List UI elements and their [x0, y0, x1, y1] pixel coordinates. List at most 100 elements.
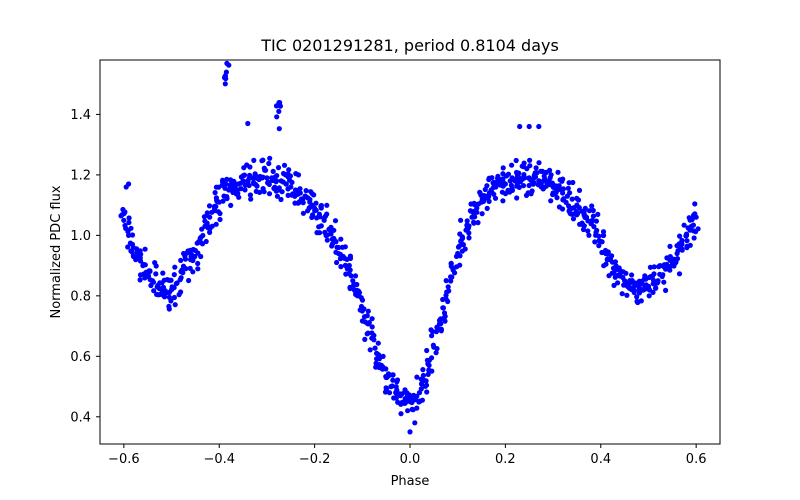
data-point-scatter [331, 227, 337, 233]
data-point-scatter [247, 192, 253, 198]
data-point-scatter [352, 273, 359, 279]
data-point-scatter [441, 315, 447, 321]
data-point [407, 429, 413, 435]
data-point-scatter [147, 268, 153, 274]
data-point-scatter [134, 250, 140, 256]
data-point-scatter [681, 222, 687, 228]
data-point-scatter [155, 282, 161, 288]
data-point-scatter [428, 327, 434, 333]
data-point [517, 123, 523, 130]
data-point-scatter [436, 321, 442, 327]
data-point-scatter [516, 184, 522, 190]
y-tick-label: 1.0 [70, 229, 91, 244]
data-point-scatter [443, 296, 449, 302]
data-point [126, 181, 132, 187]
data-point-scatter [266, 160, 272, 167]
data-point-scatter [601, 232, 607, 238]
data-point-scatter [555, 169, 561, 175]
data-point-scatter [224, 176, 230, 182]
data-point-scatter [559, 206, 566, 212]
data-point-scatter [667, 267, 673, 273]
data-point-scatter [220, 177, 226, 183]
data-point-scatter [286, 167, 292, 173]
data-point-scatter [663, 266, 669, 272]
data-point-scatter [310, 212, 316, 218]
data-point-scatter [586, 208, 593, 214]
data-point-scatter [376, 356, 382, 362]
data-point [207, 214, 213, 220]
data-point-scatter [429, 355, 435, 361]
data-point-scatter [509, 162, 515, 168]
data-point-scatter [690, 228, 697, 234]
data-point-scatter [420, 372, 426, 379]
data-point-scatter [260, 186, 266, 192]
data-point-scatter [676, 271, 683, 277]
data-point-scatter [283, 181, 289, 187]
data-point-scatter [600, 229, 607, 235]
data-point-scatter [204, 210, 210, 216]
data-point-scatter [631, 288, 637, 294]
data-point-scatter [548, 198, 554, 204]
data-point-scatter [390, 377, 396, 383]
data-point-scatter [364, 313, 370, 319]
data-point-scatter [491, 191, 497, 197]
data-point-scatter [266, 181, 272, 187]
y-tick-label: 1.2 [70, 168, 91, 183]
data-point-scatter [248, 196, 254, 202]
data-point-scatter [313, 200, 319, 206]
data-point-scatter [172, 264, 178, 270]
data-point-scatter [521, 172, 527, 178]
data-point-scatter [414, 393, 420, 399]
data-point [121, 217, 127, 223]
data-point-scatter [276, 126, 282, 132]
data-point-scatter [358, 295, 364, 301]
data-point-scatter [174, 280, 180, 286]
data-point-scatter [570, 216, 577, 222]
data-point-scatter [459, 248, 465, 254]
data-point-scatter [576, 205, 582, 211]
data-point-scatter [475, 220, 481, 226]
data-point-scatter [295, 172, 302, 178]
data-point-scatter [521, 164, 527, 170]
data-point-scatter [452, 270, 458, 276]
data-point-scatter [477, 190, 483, 196]
data-point-scatter [667, 243, 673, 249]
data-point-scatter [543, 178, 549, 185]
data-point-scatter [348, 273, 354, 279]
data-point-scatter [554, 195, 560, 201]
data-point-scatter [643, 276, 649, 282]
data-point-scatter [300, 200, 306, 206]
data-point-scatter [226, 62, 232, 68]
y-tick-label: 1.4 [70, 108, 91, 123]
data-point-scatter [495, 173, 501, 179]
data-point-scatter [594, 227, 600, 234]
data-point-scatter [620, 274, 626, 281]
data-point [412, 420, 418, 426]
data-point-scatter [547, 167, 553, 173]
data-point-scatter [162, 288, 168, 294]
data-point-scatter [458, 238, 464, 244]
data-point-scatter [195, 266, 201, 272]
data-point-scatter [305, 195, 311, 201]
data-point [240, 178, 246, 184]
data-point-scatter [679, 246, 685, 252]
data-point-scatter [277, 100, 283, 106]
data-point-scatter [361, 306, 367, 312]
data-point-scatter [267, 155, 273, 161]
data-point-scatter [262, 167, 268, 173]
data-point-scatter [548, 172, 554, 178]
data-point-scatter [471, 208, 477, 214]
data-point-scatter [589, 218, 595, 225]
data-point-scatter [365, 308, 371, 314]
data-point-scatter [449, 274, 455, 280]
data-point-scatter [142, 246, 148, 252]
x-tick-label: 0.4 [590, 452, 611, 467]
data-point-scatter [312, 208, 318, 214]
data-point-scatter [455, 244, 462, 250]
x-tick-label: 0.2 [495, 452, 516, 467]
data-point-scatter [394, 387, 400, 393]
data-point-scatter [186, 277, 192, 284]
data-point-scatter [595, 211, 601, 217]
data-point-scatter [581, 223, 587, 229]
data-point-scatter [616, 265, 622, 271]
